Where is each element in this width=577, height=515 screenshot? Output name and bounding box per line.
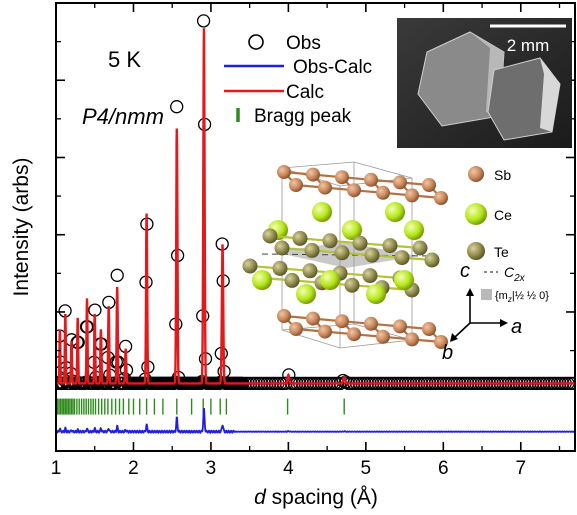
te-atom [323,233,338,248]
y-axis-label: Intensity (arbs) [10,158,33,297]
legend-item-bragg: Bragg peak [238,106,352,127]
sb-atom [347,327,361,341]
ce-atom [296,284,316,304]
c-axis-arrowhead [466,288,474,296]
space-group-label: P4/nmm [82,104,164,129]
legend-item-obs-calc: Obs-Calc [224,57,372,78]
x-axis-label: d spacing (Å) [254,486,378,509]
te-atom [273,261,288,276]
te-atom [363,268,378,283]
x-tick-label: 3 [206,458,217,479]
ce-atom [366,284,386,304]
x-tick-label: 7 [515,458,526,479]
te-atom [293,231,308,246]
ce-atom [312,202,332,222]
ce-atom [404,220,424,240]
te-atom [353,236,368,251]
sb-legend-label: Sb [494,167,511,183]
te-atom [345,278,360,293]
sb-atom [364,173,378,187]
ce-atom [394,270,414,290]
c2x-legend-label: C2x [504,264,526,284]
b-axis-arrow [455,323,470,337]
sb-atom [364,317,378,331]
te-atom [365,248,380,263]
c-axis-label: c [460,260,470,282]
sb-atom [306,168,320,182]
ce-legend-label: Ce [494,207,512,223]
sb-atom [318,181,332,195]
ce-atom [385,202,405,222]
ce-atom [320,270,340,290]
te-atom [425,253,440,268]
mirror-legend-label: {mz|½ ½ 0} [495,290,549,304]
sb-atom [306,312,320,326]
te-atom [243,259,258,274]
mirror-legend-swatch [481,289,492,300]
legend-bragg-label: Bragg peak [254,106,352,127]
sb-atom [277,309,291,323]
obs-point [198,15,210,27]
sb-atom [405,188,419,202]
te-atom [285,273,300,288]
sb-atom [376,186,390,200]
sb-atom [277,165,291,179]
sb-atom [434,191,448,205]
sb-atom [289,178,303,192]
sb-atom [289,322,303,336]
bragg-peak-ticks [58,399,345,415]
sb-atom [347,183,361,197]
atoms-layer [243,165,449,349]
x-tick-label: 5 [361,458,372,479]
te-atom [395,250,410,265]
te-atom [303,263,318,278]
sb-atom [335,314,349,328]
legend-item-obs: Obs [249,33,321,54]
ce-atom [252,270,272,290]
crystal-structure-inset: Sb Ce Te c a b C2x {mz|½ ½ 0} [243,162,550,364]
te-legend-ball [467,242,485,260]
x-tick-label: 2 [128,458,139,479]
scale-bar-label: 2 mm [507,36,550,55]
x-tick-label: 6 [438,458,449,479]
sb-atom [422,322,436,336]
legend-obs-label: Obs [286,33,321,54]
sb-atom [335,170,349,184]
legend-item-calc: Calc [224,82,324,103]
temperature-label: 5 K [108,47,141,72]
te-atom [383,238,398,253]
te-atom [413,241,428,256]
crystal-photo-inset: 2 mm [397,18,572,148]
b-axis-label: b [442,342,453,364]
sb-atom [393,319,407,333]
obs-point [111,269,123,281]
sb-atom [422,178,436,192]
te-atom [335,245,350,260]
obs-point [171,101,183,113]
x-tick-label: 1 [51,458,62,479]
sb-legend-ball [468,166,484,182]
te-legend-label: Te [494,244,509,260]
sb-atom [405,332,419,346]
sb-atom [376,330,390,344]
legend: Obs Obs-Calc Calc Bragg peak [224,33,372,127]
te-atom [275,241,290,256]
te-atom [305,243,320,258]
ce-legend-ball [465,203,487,225]
legend-obs-marker [249,35,263,49]
a-axis-label: a [511,316,522,338]
te-atom [263,229,278,244]
legend-calc-label: Calc [286,82,324,103]
a-axis-arrowhead [500,319,508,327]
sb-atom [393,175,407,189]
x-tick-label: 4 [283,458,294,479]
sb-atom [318,325,332,339]
legend-obs-calc-label: Obs-Calc [293,57,372,78]
